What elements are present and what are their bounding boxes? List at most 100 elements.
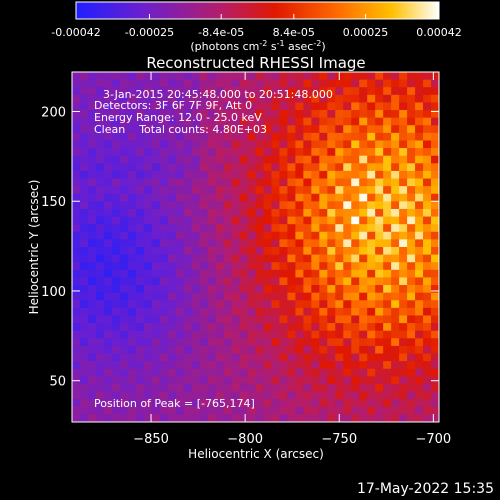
heatmap-cell [327, 330, 336, 339]
heatmap-cell [167, 216, 177, 225]
heatmap-cell [295, 345, 304, 355]
heatmap-cell [247, 132, 257, 142]
heatmap-cell [295, 338, 304, 347]
heatmap-cell [111, 254, 121, 263]
heatmap-cell [159, 254, 169, 263]
heatmap-cell [183, 300, 193, 309]
heatmap-cell [127, 102, 137, 111]
heatmap-cell [127, 330, 137, 339]
heatmap-cell [367, 269, 376, 279]
heatmap-cell [295, 102, 304, 111]
heatmap-cell [72, 140, 81, 149]
heatmap-cell [311, 399, 320, 408]
heatmap-cell [127, 132, 137, 142]
heatmap-cell [79, 361, 89, 370]
heatmap-cell [215, 117, 225, 126]
heatmap-cell [175, 307, 185, 317]
heatmap-cell [183, 140, 193, 149]
heatmap-cell [351, 87, 360, 96]
heatmap-cell [423, 399, 432, 408]
heatmap-cell [327, 208, 336, 218]
heatmap-cell [103, 361, 113, 370]
heatmap-cell [175, 338, 185, 347]
heatmap-cell [183, 170, 193, 180]
heatmap-cell [271, 353, 281, 362]
heatmap-cell [127, 155, 137, 164]
heatmap-cell [303, 323, 312, 332]
heatmap-cell [375, 117, 384, 126]
heatmap-cell [375, 368, 384, 377]
heatmap-cell [247, 406, 257, 415]
heatmap-cell [135, 247, 145, 256]
heatmap-cell [359, 323, 368, 332]
heatmap-cell [143, 155, 153, 164]
heatmap-cell [247, 216, 257, 225]
heatmap-cell [391, 178, 400, 187]
heatmap-cell [287, 262, 296, 271]
heatmap-cell [207, 338, 217, 347]
heatmap-cell [351, 148, 360, 157]
heatmap-cell [375, 87, 384, 96]
plot-frame [71, 71, 440, 423]
heatmap-cell [87, 231, 97, 240]
heatmap-cell [127, 224, 137, 233]
heatmap-cell [279, 125, 289, 134]
heatmap-cell [215, 79, 225, 88]
heatmap-cell [72, 148, 81, 157]
heatmap-cell [223, 399, 233, 408]
heatmap-cell [247, 353, 257, 362]
heatmap-cell [103, 353, 113, 362]
heatmap-cell [335, 140, 344, 149]
heatmap-cell [175, 94, 185, 104]
heatmap-cell [223, 285, 233, 294]
heatmap-cell [319, 330, 328, 339]
heatmap-cell [95, 125, 105, 134]
heatmap-cell [95, 102, 105, 111]
heatmap-cell [423, 391, 432, 400]
heatmap-cell [95, 247, 105, 256]
heatmap-cell [383, 224, 392, 233]
heatmap-cell [183, 391, 193, 400]
heatmap-cell [335, 323, 344, 332]
heatmap-cell [407, 140, 416, 149]
heatmap-cell [295, 376, 304, 385]
heatmap-cell [255, 254, 265, 263]
heatmap-cell [119, 117, 129, 126]
heatmap-cell [191, 224, 201, 233]
heatmap-cell [127, 323, 137, 332]
heatmap-cell [167, 376, 177, 385]
heatmap-cell [303, 178, 312, 187]
heatmap-cell [303, 353, 312, 362]
heatmap-cell [215, 391, 225, 400]
heatmap-cell [119, 140, 129, 149]
heatmap-cell [383, 368, 392, 377]
heatmap-cell [415, 79, 424, 88]
heatmap-cell [335, 353, 344, 362]
heatmap-cell [343, 125, 352, 134]
heatmap-cell [207, 323, 217, 332]
heatmap-cell [87, 170, 97, 180]
heatmap-cell [159, 186, 169, 195]
heatmap-cell [375, 307, 384, 317]
heatmap-cell [231, 79, 241, 88]
heatmap-cell [87, 224, 97, 233]
heatmap-cell [199, 323, 209, 332]
heatmap-cell [415, 163, 424, 172]
heatmap-cell [367, 132, 376, 142]
heatmap-cell [383, 186, 392, 195]
heatmap-cell [271, 345, 281, 355]
heatmap-cell [72, 323, 81, 332]
heatmap-cell [199, 87, 209, 96]
heatmap-cell [279, 330, 289, 339]
heatmap-cell [207, 406, 217, 415]
heatmap-cell [271, 148, 281, 157]
heatmap-cell [127, 368, 137, 377]
heatmap-cell [183, 262, 193, 271]
heatmap-cell [87, 262, 97, 271]
heatmap-cell [335, 391, 344, 400]
heatmap-cell [359, 231, 368, 240]
heatmap-cell [359, 132, 368, 142]
heatmap-cell [399, 140, 408, 149]
heatmap-cell [87, 323, 97, 332]
heatmap-cell [351, 262, 360, 271]
